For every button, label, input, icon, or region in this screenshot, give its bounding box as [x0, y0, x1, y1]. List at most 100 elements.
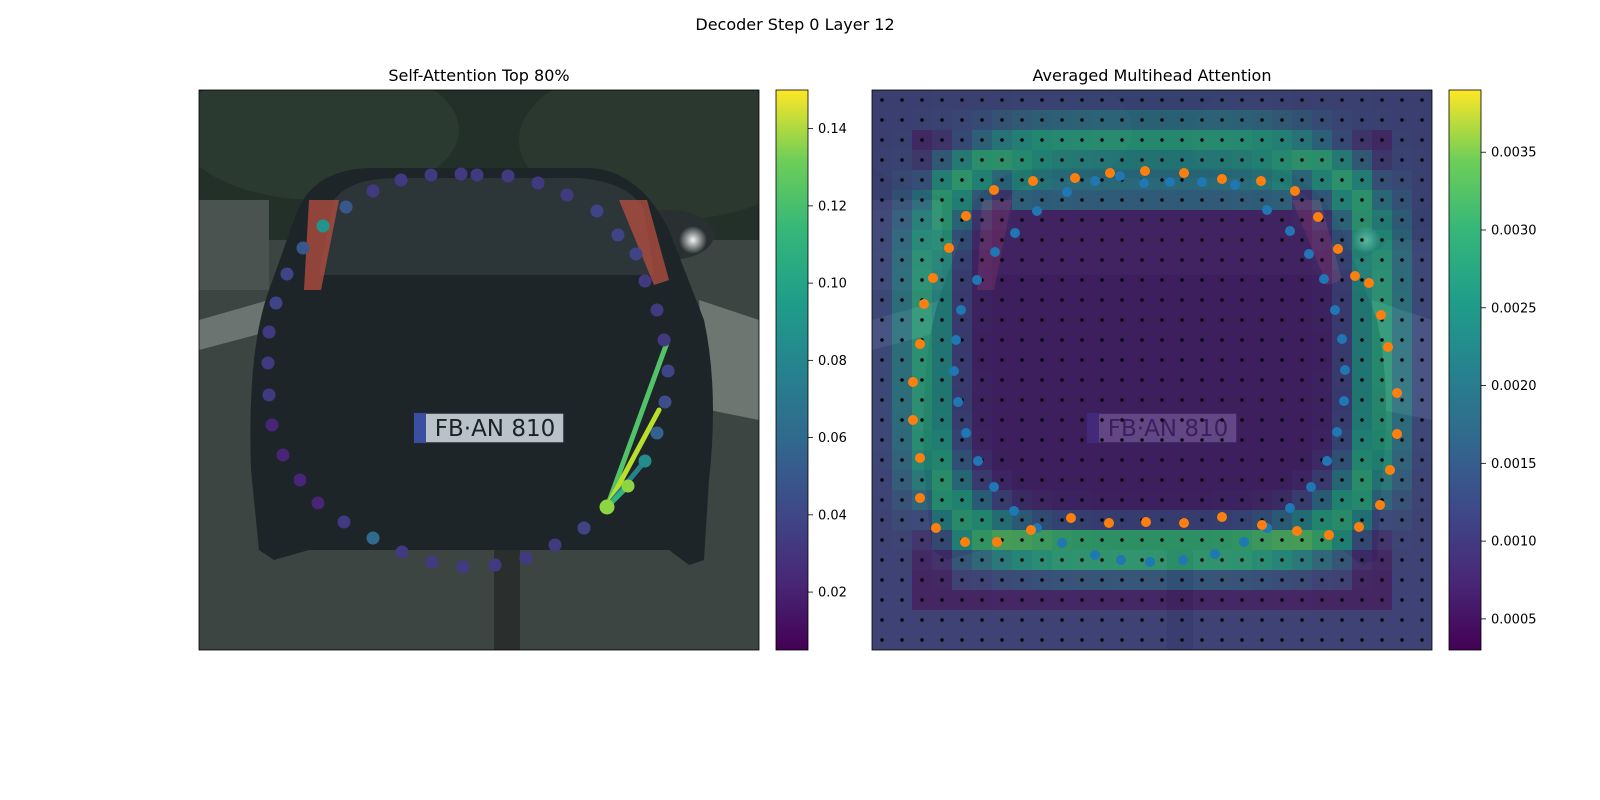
attention-point: [560, 188, 574, 202]
grid-dot: [1340, 558, 1344, 562]
grid-dot: [1140, 118, 1144, 122]
grid-dot: [880, 618, 884, 622]
grid-dot: [1380, 438, 1384, 442]
grid-dot: [1400, 478, 1404, 482]
grid-dot: [1420, 298, 1424, 302]
grid-dot: [1280, 538, 1284, 542]
grid-dot: [1380, 198, 1384, 202]
grid-dot: [1300, 558, 1304, 562]
grid-dot: [960, 358, 964, 362]
reference-point-blue: [1139, 178, 1149, 188]
car-photo-overlay: FB·AN 810: [872, 90, 1432, 650]
sampling-point-orange: [1375, 500, 1385, 510]
grid-dot: [1100, 138, 1104, 142]
sampling-point-orange: [1140, 166, 1150, 176]
grid-dot: [900, 378, 904, 382]
grid-dot: [1020, 498, 1024, 502]
grid-dot: [1200, 238, 1204, 242]
grid-dot: [1100, 458, 1104, 462]
grid-dot: [940, 258, 944, 262]
grid-dot: [980, 518, 984, 522]
grid-dot: [1120, 418, 1124, 422]
grid-dot: [1180, 178, 1184, 182]
grid-dot: [940, 178, 944, 182]
colorbar-b-tick-label: 0.0030: [1491, 224, 1537, 239]
grid-dot: [1020, 518, 1024, 522]
grid-dot: [1100, 218, 1104, 222]
grid-dot: [1400, 438, 1404, 442]
colorbar-b: 0.0005 0.0010 0.0015 0.0020 0.0025 0.0030 0.00…: [1448, 89, 1537, 651]
grid-dot: [1220, 378, 1224, 382]
grid-dot: [1380, 518, 1384, 522]
grid-dot: [1120, 98, 1124, 102]
grid-dot: [920, 138, 924, 142]
grid-dot: [1020, 118, 1024, 122]
grid-dot: [1080, 378, 1084, 382]
grid-dot: [960, 98, 964, 102]
grid-dot: [1160, 378, 1164, 382]
grid-dot: [1240, 418, 1244, 422]
grid-dot: [1100, 238, 1104, 242]
grid-dot: [1260, 638, 1264, 642]
reference-point-blue: [1239, 537, 1249, 547]
grid-dot: [1060, 458, 1064, 462]
grid-dot: [1360, 418, 1364, 422]
grid-dot: [1140, 398, 1144, 402]
grid-dot: [1160, 478, 1164, 482]
grid-dot: [880, 378, 884, 382]
grid-dot: [1420, 318, 1424, 322]
grid-dot: [1200, 218, 1204, 222]
grid-dot: [1320, 118, 1324, 122]
grid-dot: [1400, 318, 1404, 322]
grid-dot: [1240, 138, 1244, 142]
grid-dot: [980, 638, 984, 642]
grid-dot: [1320, 618, 1324, 622]
attention-point: [425, 555, 439, 569]
reference-point-blue: [1262, 205, 1272, 215]
grid-dot: [1080, 518, 1084, 522]
grid-dot: [1280, 258, 1284, 262]
grid-dot: [900, 438, 904, 442]
grid-dot: [1280, 298, 1284, 302]
grid-dot: [1040, 238, 1044, 242]
grid-dot: [960, 438, 964, 442]
grid-dot: [880, 198, 884, 202]
grid-dot: [1420, 598, 1424, 602]
grid-dot: [1040, 258, 1044, 262]
attention-point: [337, 515, 351, 529]
grid-dot: [1400, 538, 1404, 542]
grid-dot: [960, 478, 964, 482]
grid-dot: [1280, 438, 1284, 442]
grid-dot: [1400, 498, 1404, 502]
grid-dot: [1040, 438, 1044, 442]
grid-dot: [1240, 578, 1244, 582]
grid-dot: [1040, 578, 1044, 582]
grid-dot: [960, 458, 964, 462]
grid-dot: [1140, 238, 1144, 242]
grid-dot: [1240, 378, 1244, 382]
grid-dot: [1320, 478, 1324, 482]
grid-dot: [1140, 318, 1144, 322]
reference-point-blue: [1319, 274, 1329, 284]
grid-dot: [980, 418, 984, 422]
grid-dot: [1320, 138, 1324, 142]
grid-dot: [1420, 198, 1424, 202]
grid-dot: [1100, 438, 1104, 442]
grid-dot: [880, 258, 884, 262]
grid-dot: [1240, 358, 1244, 362]
grid-dot: [980, 118, 984, 122]
grid-dot: [1020, 278, 1024, 282]
grid-dot: [1360, 498, 1364, 502]
overlay-license-plate: [1086, 412, 1238, 444]
grid-dot: [1220, 638, 1224, 642]
grid-dot: [1100, 498, 1104, 502]
grid-dot: [1040, 358, 1044, 362]
grid-dot: [1260, 458, 1264, 462]
grid-dot: [1040, 298, 1044, 302]
reference-point-blue: [953, 397, 963, 407]
grid-dot: [1340, 598, 1344, 602]
grid-dot: [900, 318, 904, 322]
grid-dot: [1140, 438, 1144, 442]
grid-dot: [1220, 298, 1224, 302]
grid-dot: [1140, 158, 1144, 162]
